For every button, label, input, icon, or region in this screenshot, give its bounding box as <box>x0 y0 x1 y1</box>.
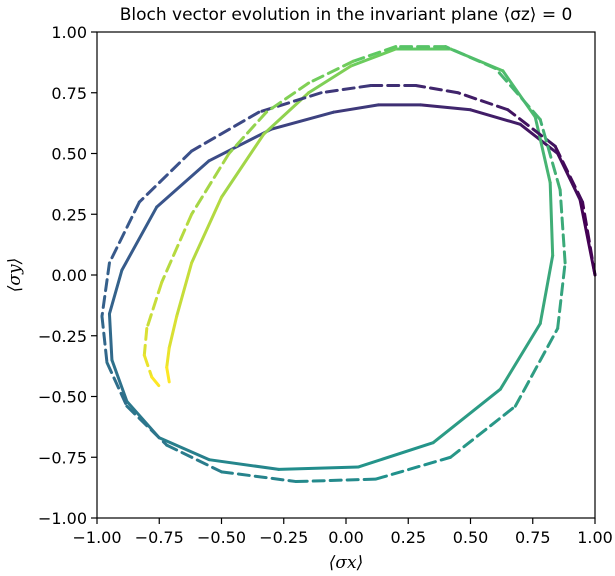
line-segment <box>558 188 567 265</box>
line-segment <box>107 200 141 265</box>
y-tick-label: −0.50 <box>38 388 87 407</box>
line-segment <box>431 387 502 445</box>
line-segment <box>227 110 268 155</box>
line-segment <box>190 152 231 216</box>
line-segment <box>165 365 171 384</box>
line-segment <box>107 268 124 316</box>
line-segment <box>294 477 378 484</box>
line-segment <box>493 66 542 121</box>
line-segment <box>165 346 171 369</box>
x-axis-label: ⟨σx⟩ <box>329 553 363 573</box>
line-segment <box>419 103 472 112</box>
line-segment <box>264 81 311 114</box>
line-segment <box>220 132 266 199</box>
line-segment <box>175 261 194 318</box>
line-segment <box>100 314 109 364</box>
y-tick-label: 1.00 <box>51 23 87 42</box>
line-segment <box>548 181 555 258</box>
y-tick-label: −1.00 <box>38 509 87 528</box>
line-segment <box>110 358 129 403</box>
line-segment <box>469 108 522 126</box>
line-segment <box>581 200 597 277</box>
line-segment <box>307 64 353 95</box>
line-segment <box>157 436 211 462</box>
y-axis: 1.00 0.75 0.50 0.25 0.00 −0.25 −0.50 −0.75 −1.00 <box>38 23 97 528</box>
line-segment <box>125 404 169 447</box>
plot-area <box>97 32 595 518</box>
line-segment <box>137 149 194 204</box>
y-tick-label: 0.75 <box>51 84 87 103</box>
line-segment <box>220 470 298 484</box>
line-segment <box>167 314 179 350</box>
line-segment <box>538 117 562 192</box>
line-segment <box>307 59 355 85</box>
line-segment <box>498 322 542 391</box>
y-tick-label: 0.25 <box>51 205 87 224</box>
chart-title: Bloch vector evolution in the invariant … <box>120 5 573 25</box>
line-segment <box>319 83 373 95</box>
y-axis-label: ⟨σy⟩ <box>5 258 25 292</box>
line-segment <box>456 91 510 112</box>
line-segment <box>190 110 261 153</box>
line-segment <box>269 110 336 131</box>
x-tick-label: 0.50 <box>453 528 489 547</box>
line-segment <box>142 353 154 379</box>
line-segment <box>120 205 159 272</box>
line-segment <box>449 404 517 459</box>
line-segment <box>553 144 585 204</box>
x-tick-label: −1.00 <box>72 528 121 547</box>
line-segment <box>538 254 555 326</box>
line-segment <box>155 159 211 209</box>
lines-layer <box>100 45 597 484</box>
line-segment <box>165 443 223 474</box>
y-tick-label: −0.75 <box>38 448 87 467</box>
line-segment <box>150 375 164 391</box>
line-segment <box>351 45 398 63</box>
line-segment <box>349 47 398 68</box>
y-tick-label: 0.00 <box>51 266 87 285</box>
line-segment <box>374 455 453 481</box>
line-segment <box>356 441 435 469</box>
line-segment <box>414 83 460 95</box>
x-tick-label: 0.00 <box>328 528 364 547</box>
series-dashed-line <box>100 45 597 484</box>
line-segment <box>100 261 111 318</box>
line-segment <box>277 465 360 471</box>
y-tick-label: −0.25 <box>38 327 87 346</box>
line-segment <box>332 103 380 114</box>
x-tick-label: 0.25 <box>390 528 426 547</box>
line-segment <box>160 212 194 284</box>
x-tick-label: −0.50 <box>197 528 246 547</box>
line-segment <box>207 458 281 471</box>
y-tick-label: 0.50 <box>51 145 87 164</box>
line-segment <box>142 326 149 357</box>
line-segment <box>207 127 273 163</box>
line-segment <box>513 326 560 408</box>
x-tick-label: 1.00 <box>577 528 613 547</box>
x-axis: −1.00 −0.75 −0.50 −0.25 0.00 0.25 0.50 0.75 1.00 <box>72 518 613 547</box>
line-segment <box>107 312 114 362</box>
line-segment <box>190 195 223 265</box>
line-segment <box>145 280 164 330</box>
line-segment <box>533 115 552 185</box>
x-tick-label: 0.75 <box>515 528 551 547</box>
x-tick-label: −0.25 <box>259 528 308 547</box>
line-segment <box>257 91 323 114</box>
line-segment <box>444 45 497 70</box>
line-segment <box>105 360 129 408</box>
x-tick-label: −0.75 <box>135 528 184 547</box>
line-segment <box>556 261 567 330</box>
